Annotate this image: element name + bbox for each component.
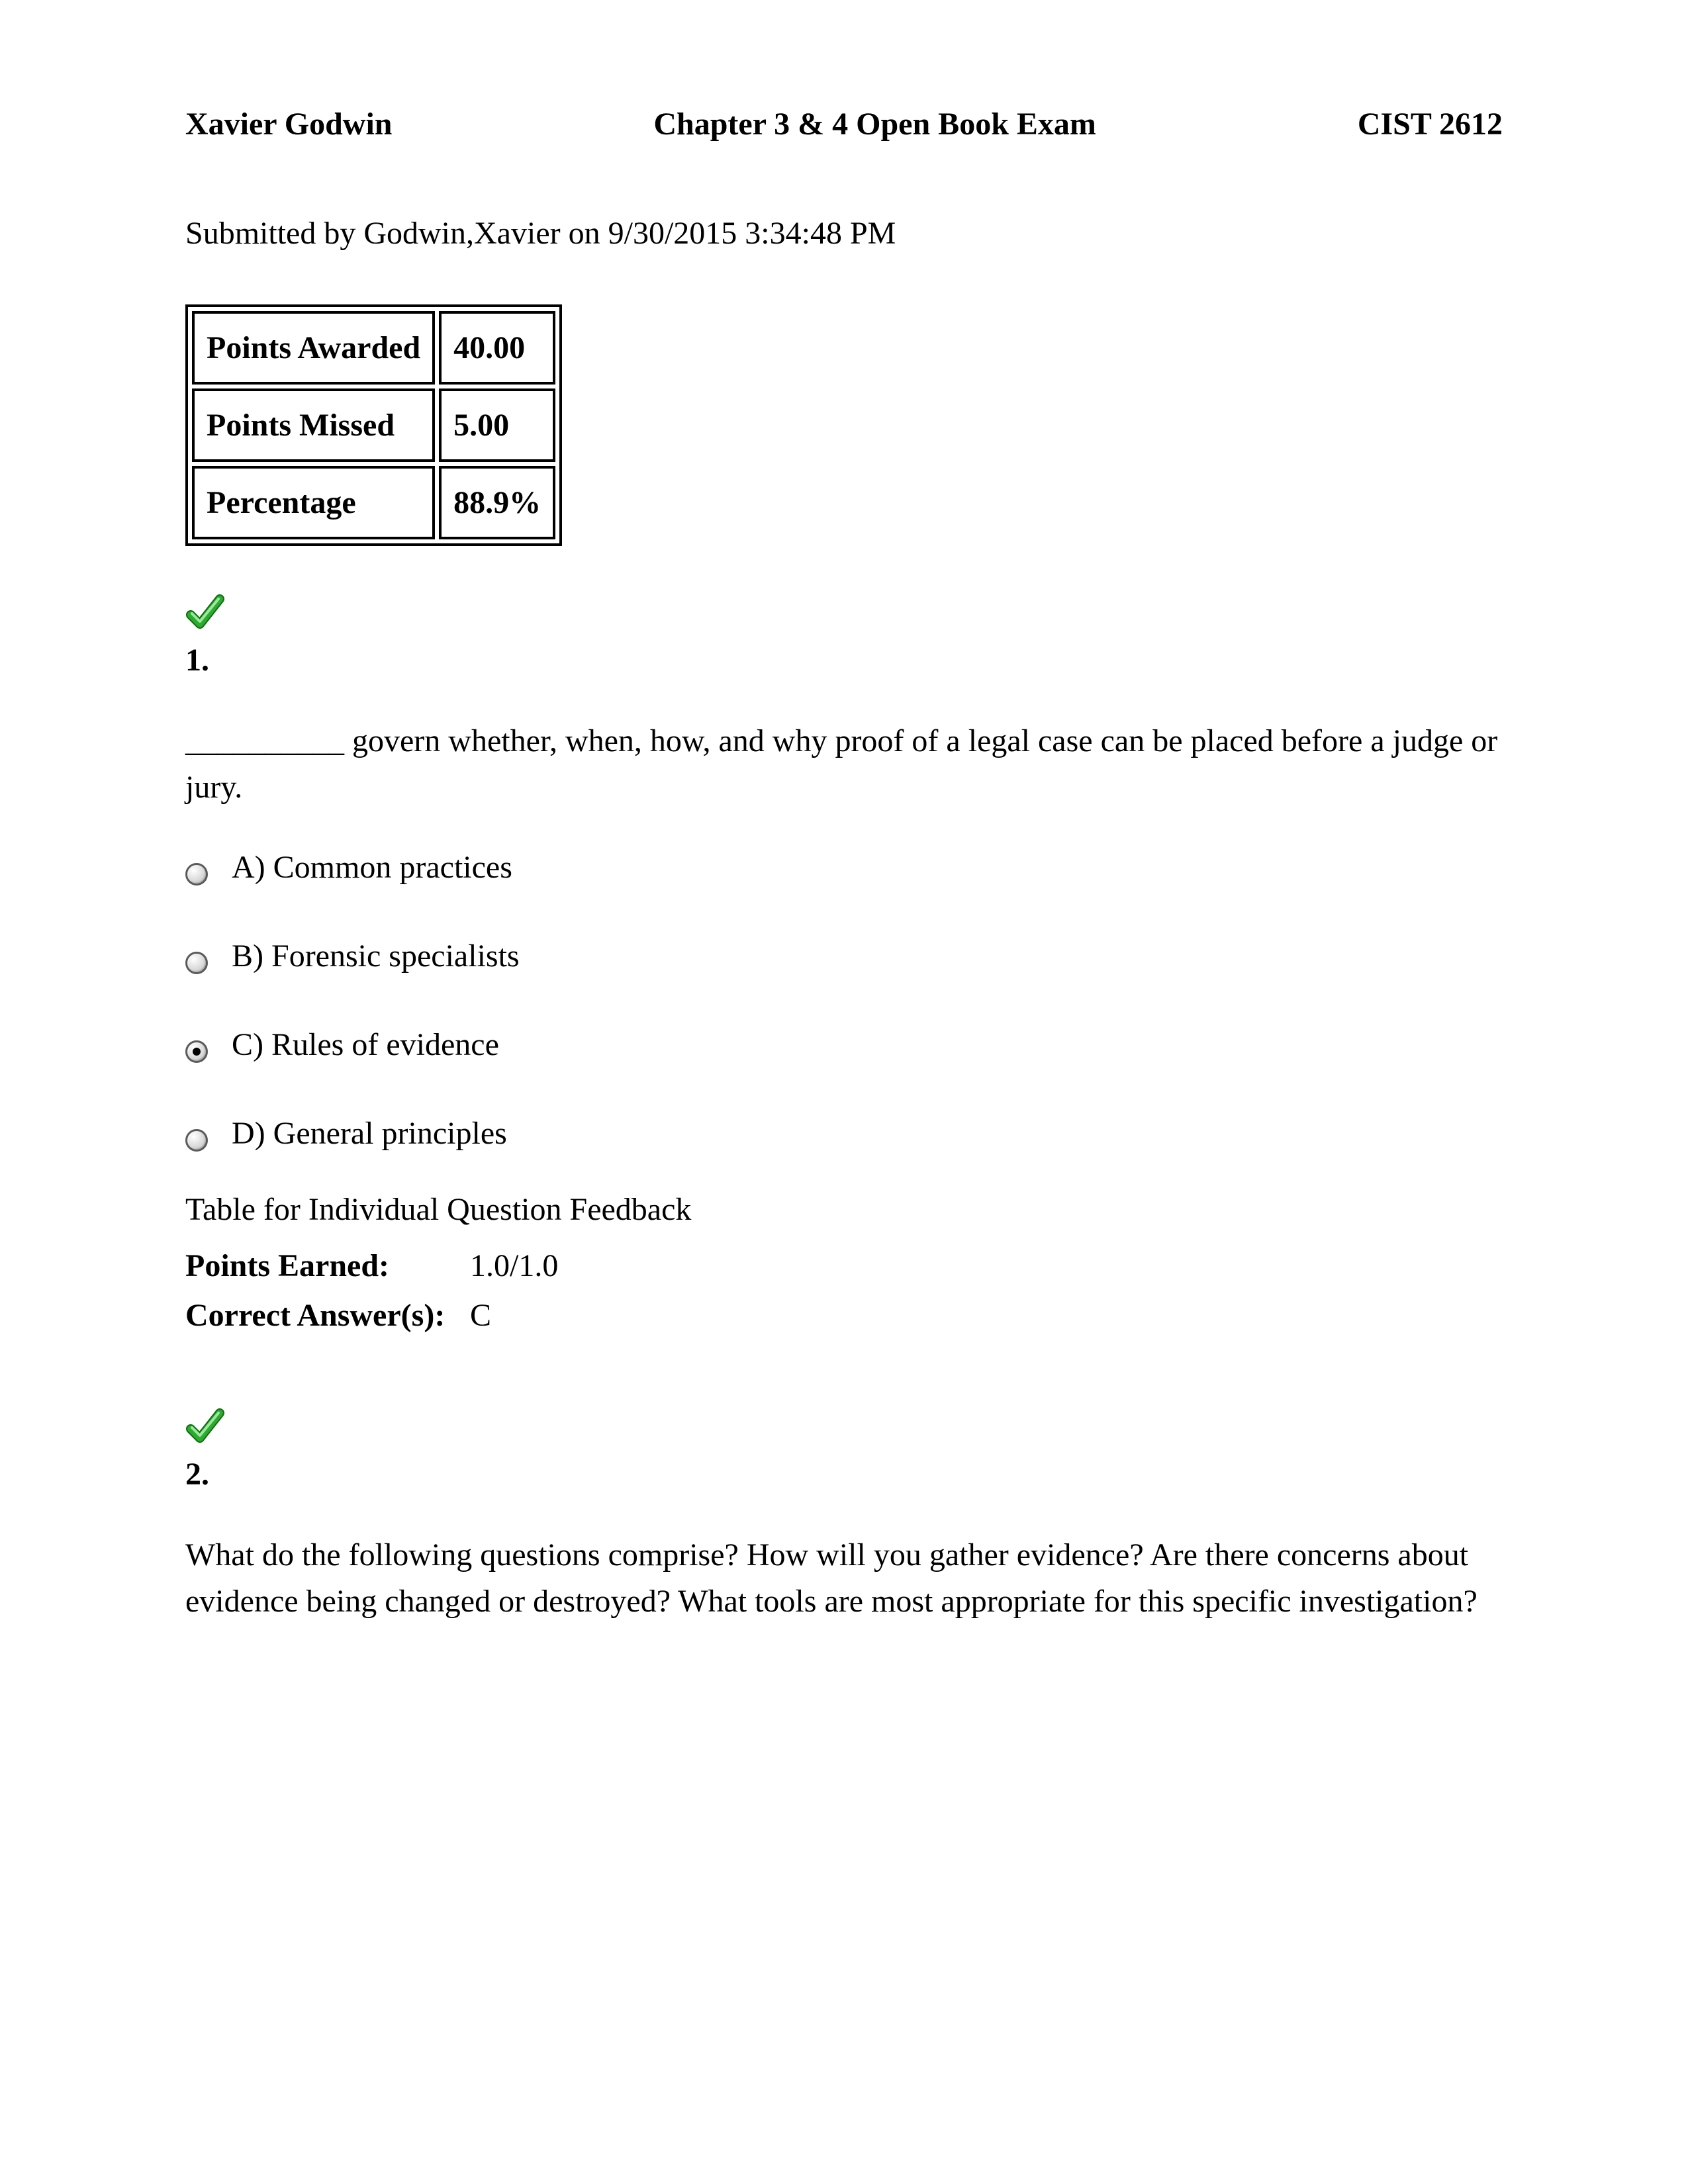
question-number: 2. <box>185 1456 1503 1492</box>
option-label: D) General principles <box>232 1115 507 1152</box>
question-block: 1. __________ govern whether, when, how,… <box>185 592 1503 1334</box>
feedback-value: 1.0/1.0 <box>470 1248 558 1284</box>
student-name: Xavier Godwin <box>185 106 392 142</box>
radio-icon[interactable] <box>185 952 208 974</box>
feedback-label: Correct Answer(s): <box>185 1297 470 1334</box>
feedback-value: C <box>470 1297 491 1334</box>
score-label: Points Awarded <box>192 311 435 385</box>
feedback-label: Points Earned: <box>185 1248 470 1284</box>
score-label: Points Missed <box>192 388 435 462</box>
question-text: What do the following questions comprise… <box>185 1532 1503 1624</box>
answer-option[interactable]: A) Common practices <box>185 837 1503 886</box>
score-value: 40.00 <box>439 311 555 385</box>
correct-checkmark-icon <box>185 592 225 632</box>
table-row: Points Missed 5.00 <box>192 388 555 462</box>
exam-title: Chapter 3 & 4 Open Book Exam <box>392 106 1357 142</box>
option-label: C) Rules of evidence <box>232 1026 499 1063</box>
table-row: Points Awarded 40.00 <box>192 311 555 385</box>
correct-checkmark-icon <box>185 1406 225 1446</box>
score-value: 88.9% <box>439 466 555 539</box>
exam-page: Xavier Godwin Chapter 3 & 4 Open Book Ex… <box>0 0 1688 2184</box>
course-code: CIST 2612 <box>1358 106 1503 142</box>
option-label: A) Common practices <box>232 849 512 886</box>
question-number: 1. <box>185 642 1503 678</box>
question-block: 2. What do the following questions compr… <box>185 1406 1503 1624</box>
option-label: B) Forensic specialists <box>232 938 520 974</box>
question-text: __________ govern whether, when, how, an… <box>185 718 1503 810</box>
page-header: Xavier Godwin Chapter 3 & 4 Open Book Ex… <box>185 106 1503 142</box>
answer-option[interactable]: C) Rules of evidence <box>185 1014 1503 1063</box>
feedback-caption: Table for Individual Question Feedback <box>185 1191 1503 1228</box>
score-label: Percentage <box>192 466 435 539</box>
radio-icon[interactable] <box>185 1129 208 1152</box>
score-value: 5.00 <box>439 388 555 462</box>
radio-icon[interactable] <box>185 863 208 886</box>
feedback-row: Correct Answer(s): C <box>185 1297 1503 1334</box>
score-table: Points Awarded 40.00 Points Missed 5.00 … <box>185 304 562 546</box>
table-row: Percentage 88.9% <box>192 466 555 539</box>
answer-option[interactable]: D) General principles <box>185 1103 1503 1152</box>
radio-icon[interactable] <box>185 1040 208 1063</box>
answer-option[interactable]: B) Forensic specialists <box>185 925 1503 974</box>
submission-line: Submitted by Godwin,Xavier on 9/30/2015 … <box>185 215 1503 251</box>
feedback-row: Points Earned: 1.0/1.0 <box>185 1248 1503 1284</box>
